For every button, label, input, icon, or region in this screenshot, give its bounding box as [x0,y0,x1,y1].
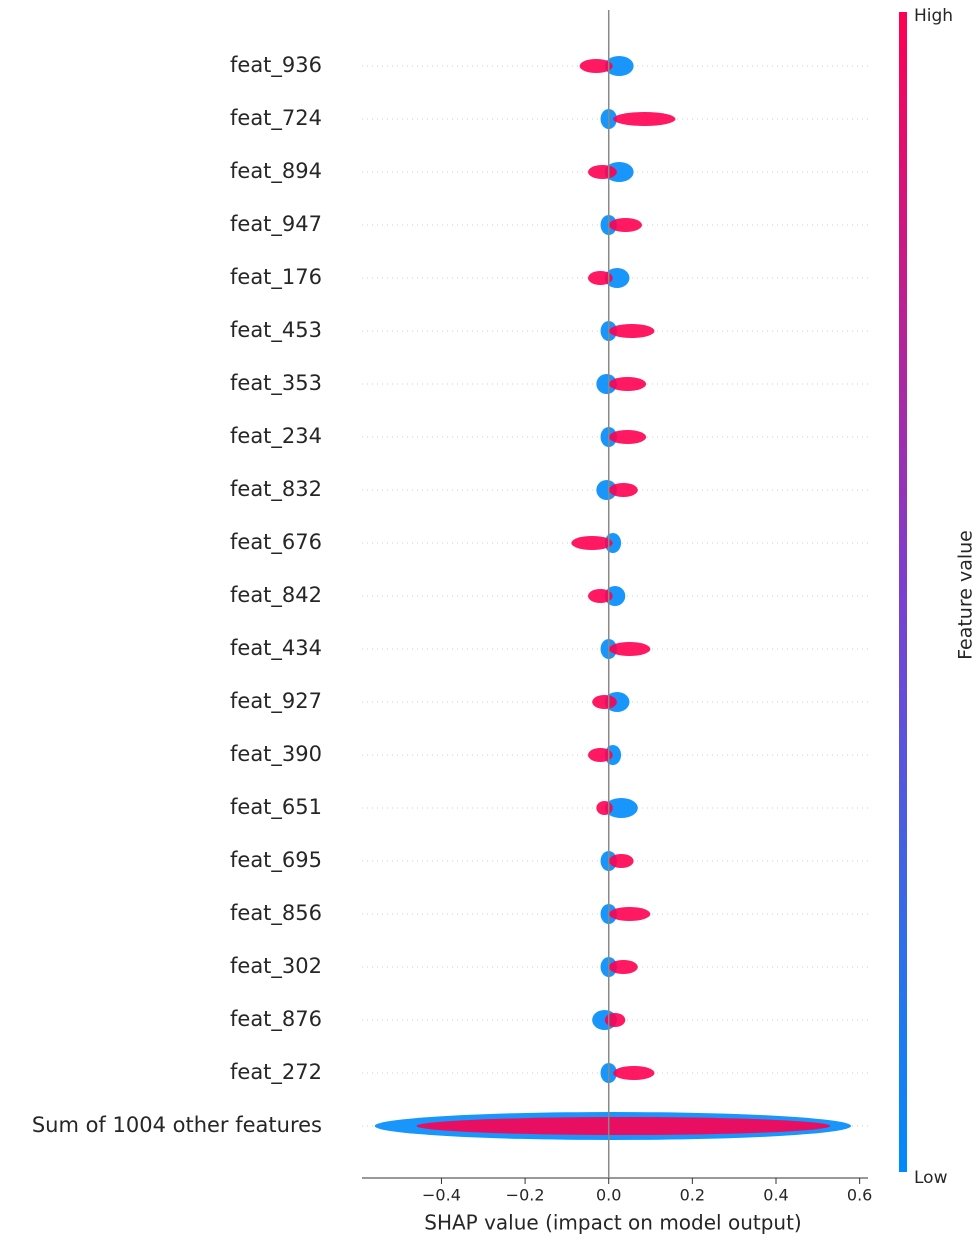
row-label: feat_832 [230,477,322,502]
row-label: feat_390 [230,742,322,767]
swarm-low [604,798,638,818]
swarm-high [588,589,613,603]
swarm-low [604,586,626,606]
row-label: feat_272 [230,1060,322,1085]
swarm-high [604,1013,626,1027]
x-tick-label: 0.0 [596,1186,621,1205]
colorbar [899,12,907,1172]
row-label: feat_234 [230,424,322,449]
row-label: feat_927 [230,689,322,714]
row-label: feat_676 [230,530,322,555]
swarm-high [588,165,617,179]
colorbar-low: Low [914,1168,948,1188]
swarm-high [608,960,638,974]
swarm-high [608,483,638,497]
swarm-high [588,271,613,285]
swarm-high [596,801,613,815]
row-label: feat_842 [230,583,322,608]
swarm-high [592,695,617,709]
row-label: feat_434 [230,636,322,661]
swarm-high [579,59,613,73]
row-label: feat_856 [230,901,322,926]
colorbar-high: High [914,6,953,26]
swarm-high [608,324,655,338]
colorbar-label: Feature value [955,530,977,660]
row-label: feat_695 [230,848,322,873]
swarm-low [596,480,617,500]
x-tick-label: 0.2 [680,1186,705,1205]
swarm-high [608,907,651,921]
row-label: feat_302 [230,954,322,979]
swarm-high [608,854,634,868]
swarm-high [608,377,647,391]
swarm-high [613,1066,655,1080]
swarm-high [608,218,642,232]
row-label: feat_947 [230,212,322,237]
row-label: feat_651 [230,795,322,820]
x-tick-label: −0.2 [506,1186,545,1205]
swarm-high [613,112,676,126]
swarm-high [571,536,613,550]
x-tick-label: −0.4 [422,1186,461,1205]
swarm-high [588,748,613,762]
row-label: feat_453 [230,318,322,343]
x-axis-label: SHAP value (impact on model output) [424,1211,801,1235]
x-tick-label: 0.4 [763,1186,788,1205]
row-label: feat_724 [230,106,322,131]
row-label: feat_894 [230,159,322,184]
row-label: feat_353 [230,371,322,396]
row-label: feat_936 [230,53,322,78]
row-label: Sum of 1004 other features [32,1113,322,1137]
swarm-high [608,642,651,656]
swarm-low [604,56,634,76]
swarm-high [608,430,647,444]
x-tick-label: 0.6 [847,1186,872,1205]
swarm-low [604,268,630,288]
swarm-high [416,1117,831,1135]
row-label: feat_176 [230,265,322,290]
row-label: feat_876 [230,1007,322,1032]
swarm-low [596,374,617,394]
